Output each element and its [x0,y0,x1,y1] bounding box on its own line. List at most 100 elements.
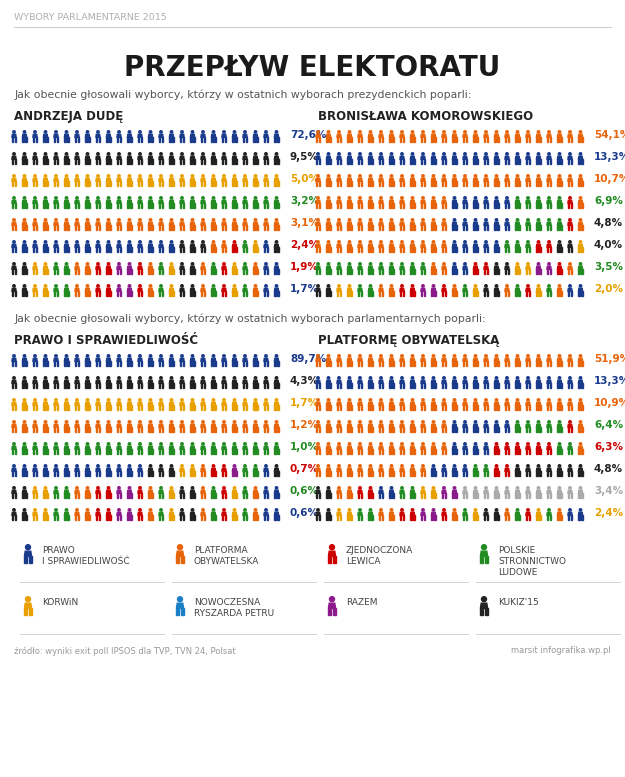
Circle shape [494,464,498,468]
Polygon shape [368,156,372,159]
Bar [319,515,320,520]
Bar [348,472,349,476]
Circle shape [180,420,184,423]
Bar [88,427,89,432]
Polygon shape [75,402,79,406]
Bar [54,406,56,409]
Bar [36,427,37,432]
Bar [350,383,352,388]
Polygon shape [243,424,247,427]
Polygon shape [33,512,37,515]
Circle shape [212,218,216,222]
Bar [162,406,163,409]
Bar [361,406,362,409]
Bar [329,204,331,207]
Polygon shape [253,222,258,225]
Circle shape [526,284,530,287]
Polygon shape [526,134,530,138]
Polygon shape [201,178,205,182]
Polygon shape [43,267,48,270]
Bar [235,138,237,141]
Circle shape [505,442,509,446]
Bar [214,361,216,366]
Circle shape [537,130,541,134]
Circle shape [96,240,100,244]
Polygon shape [505,178,509,182]
Polygon shape [222,424,226,427]
Bar [193,270,194,274]
Bar [14,361,16,366]
Bar [141,247,142,252]
Bar [536,182,538,186]
Bar [172,270,174,274]
Circle shape [421,354,425,358]
Bar [497,159,499,164]
Bar [379,449,381,454]
Bar [413,291,414,295]
Bar [350,182,352,186]
Polygon shape [201,222,205,225]
Circle shape [516,354,519,358]
Polygon shape [316,244,320,247]
Polygon shape [75,358,79,361]
Bar [162,225,163,230]
Polygon shape [232,134,237,138]
Polygon shape [159,178,163,182]
Polygon shape [12,178,16,182]
Bar [243,493,244,497]
Bar [319,247,320,252]
Circle shape [400,486,404,490]
Polygon shape [222,469,226,472]
Bar [516,225,517,230]
Polygon shape [337,402,341,406]
Polygon shape [400,424,404,427]
Circle shape [222,240,226,244]
Bar [232,472,234,476]
Bar [326,493,328,497]
Circle shape [369,508,372,512]
Circle shape [568,174,572,178]
Bar [214,225,216,230]
Polygon shape [452,512,457,515]
Bar [508,225,509,230]
Bar [328,556,331,563]
Bar [539,406,541,409]
Circle shape [44,376,48,380]
Bar [452,247,454,252]
Bar [25,159,27,164]
Bar [568,427,569,432]
Polygon shape [180,156,184,159]
Bar [22,493,24,497]
Bar [86,159,87,164]
Bar [505,406,506,409]
Bar [389,247,391,252]
Circle shape [348,398,351,402]
Bar [78,493,79,497]
Bar [277,270,279,274]
Bar [487,138,488,141]
Bar [43,449,45,454]
Polygon shape [547,288,551,291]
Bar [581,159,582,164]
Circle shape [442,174,446,178]
Polygon shape [505,358,509,361]
Circle shape [348,262,351,266]
Bar [368,449,370,454]
Polygon shape [326,490,331,493]
Polygon shape [117,469,121,472]
Bar [25,138,27,141]
Polygon shape [264,222,268,225]
Bar [431,493,433,497]
Bar [148,291,150,295]
Bar [96,515,98,520]
Circle shape [547,262,551,266]
Circle shape [191,508,194,512]
Polygon shape [368,424,372,427]
Bar [326,449,328,454]
Polygon shape [389,222,394,225]
Bar [54,291,56,295]
Bar [571,383,572,388]
Polygon shape [547,424,551,427]
Bar [358,291,359,295]
Bar [329,270,331,274]
